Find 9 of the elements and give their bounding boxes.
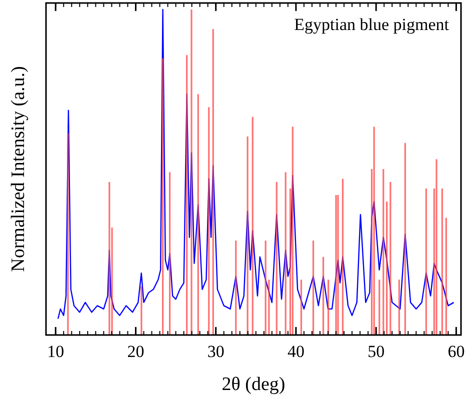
x-tick-label: 50 — [368, 342, 385, 361]
y-axis-title: Normalized Intensity (a.u.) — [8, 66, 29, 272]
x-tick-label: 40 — [287, 342, 304, 361]
x-tick-label: 10 — [47, 342, 64, 361]
x-tick-label: 30 — [207, 342, 224, 361]
x-axis-title: 2θ (deg) — [222, 374, 286, 395]
x-tick-label: 60 — [448, 342, 465, 361]
x-tick-label: 20 — [127, 342, 144, 361]
annotation: Egyptian blue pigment — [294, 15, 450, 34]
